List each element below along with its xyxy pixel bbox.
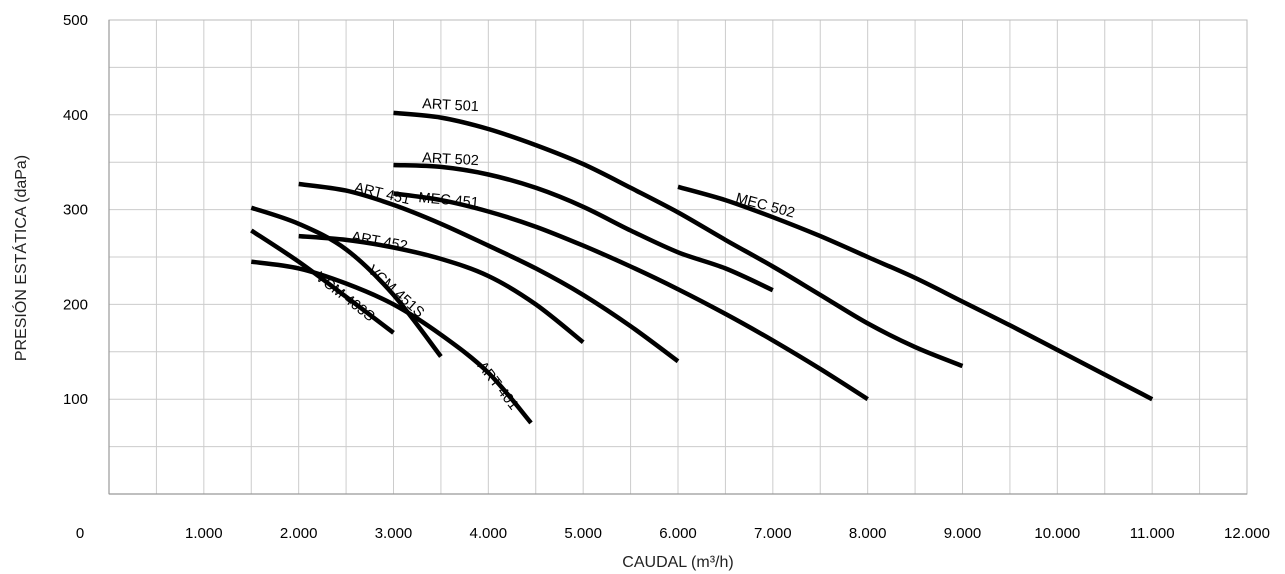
y-tick-label: 500 [63, 12, 88, 29]
x-tick-label: 5.000 [564, 525, 602, 542]
series-label-art-501: ART 501 [422, 96, 479, 115]
series-line-mec-502 [677, 184, 1154, 402]
x-tick-label: 6.000 [659, 525, 697, 542]
x-tick-label: 2.000 [280, 525, 318, 542]
series-line-mec-451 [393, 191, 869, 402]
series-line-vcm-403s [250, 228, 395, 335]
x-tick-label: 0 [76, 525, 84, 542]
x-tick-label: 3.000 [375, 525, 413, 542]
x-tick-label: 10.000 [1034, 525, 1080, 542]
y-tick-label: 200 [63, 296, 88, 313]
series-label-art-401: ART 401 [474, 359, 522, 414]
x-tick-label: 11.000 [1130, 525, 1175, 542]
series-label-vcm-403s: VCM 403S [312, 269, 377, 325]
y-tick-label: 400 [63, 107, 88, 124]
series-line-art-501 [393, 110, 964, 369]
series-label-art-452: ART 452 [350, 229, 409, 255]
x-tick-label: 1.000 [185, 525, 223, 542]
y-axis-label: PRESIÓN ESTÁTICA (daPa) [11, 155, 30, 361]
series-lines [250, 110, 1154, 425]
x-tick-label: 8.000 [849, 525, 887, 542]
series-line-art-401 [250, 259, 533, 425]
y-tick-label: 300 [63, 202, 88, 219]
x-tick-labels: 0 1.000 2.000 3.000 4.000 5.000 6.000 7.000 8.00… [76, 525, 1270, 542]
x-axis-label: CAUDAL (m³/h) [622, 554, 733, 571]
x-tick-label: 7.000 [754, 525, 792, 542]
grid [109, 20, 1247, 494]
x-tick-label: 4.000 [470, 525, 508, 542]
series-line-art-451 [298, 181, 680, 364]
series-label-art-451: ART 451 [353, 180, 412, 208]
axes [108, 19, 1248, 495]
x-tick-label: 9.000 [944, 525, 982, 542]
y-tick-label: 100 [63, 391, 88, 408]
series-line-art-452 [298, 233, 585, 345]
x-tick-label: 12.000 [1224, 525, 1270, 542]
series-line-art-502 [393, 162, 774, 293]
series-label-art-502: ART 502 [422, 150, 479, 169]
series-label-mec-502: MEC 502 [734, 190, 797, 221]
y-tick-labels: 100 200 300 400 500 [63, 12, 88, 408]
series-labels: ART 501 ART 502 ART 451 MEC 451 MEC 502 ART 4… [312, 96, 796, 413]
series-label-mec-451: MEC 451 [418, 190, 480, 211]
